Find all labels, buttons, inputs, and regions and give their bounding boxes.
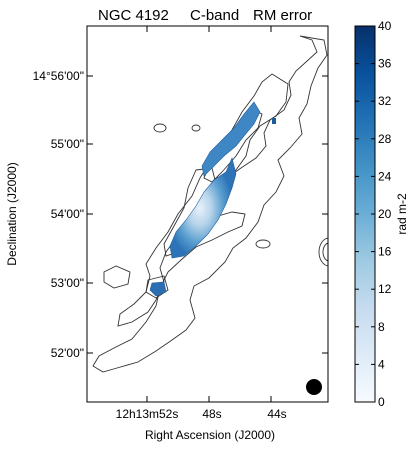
- x-axis-ticks: [146, 26, 272, 402]
- y-tick-label: 52'00": [51, 346, 84, 360]
- y-tick-label: 14°56'00": [33, 69, 84, 83]
- title-band: C-band: [190, 7, 239, 24]
- contour-outer: [92, 35, 328, 373]
- x-tick-label: 12h13m52s: [116, 407, 179, 421]
- colorbar-tick-label: 0: [378, 395, 385, 409]
- contour-tail: [103, 265, 131, 289]
- colorbar-tick-label: 16: [378, 245, 392, 259]
- y-tick-label: 55'00": [51, 137, 84, 151]
- contour-island-1: [153, 123, 167, 133]
- x-tick-label: 48s: [202, 407, 221, 421]
- colorbar-tick-label: 36: [378, 57, 392, 71]
- beam-icon: [306, 379, 322, 395]
- y-axis-title: Declination (J2000): [5, 162, 19, 265]
- x-tick-label: 44s: [267, 407, 286, 421]
- y-tick-label: 53'00": [51, 276, 84, 290]
- rm-error-region-speck: [272, 118, 276, 124]
- colorbar-tick-label: 28: [378, 132, 392, 146]
- colorbar-tick-label: 40: [378, 19, 392, 33]
- rm-error-region-upper: [201, 101, 261, 177]
- rm-error-region-knot: [149, 281, 167, 297]
- colorbar-tick-label: 24: [378, 169, 392, 183]
- x-axis-title: Right Ascension (J2000): [145, 428, 275, 442]
- colorbar-tick-label: 32: [378, 94, 392, 108]
- contour-knot: [145, 275, 169, 299]
- contour-island-3: [191, 124, 201, 132]
- contour-source-outer: [318, 237, 328, 267]
- rm-error-region-main: [169, 157, 237, 259]
- map-panel: [86, 25, 329, 403]
- contour-island-2: [255, 239, 271, 249]
- contour-source-inner: [322, 242, 328, 262]
- colorbar-tick-label: 20: [378, 207, 392, 221]
- y-tick-label: 54'00": [51, 207, 84, 221]
- colorbar-label: rad m-2: [395, 193, 409, 235]
- colorbar-tick-label: 12: [378, 282, 392, 296]
- colorbar-tick-label: 4: [378, 357, 385, 371]
- title-object: NGC 4192: [98, 7, 169, 24]
- colorbar-tick-label: 8: [378, 320, 385, 334]
- y-axis-ticks: [87, 75, 328, 354]
- title-quantity: RM error: [253, 7, 312, 24]
